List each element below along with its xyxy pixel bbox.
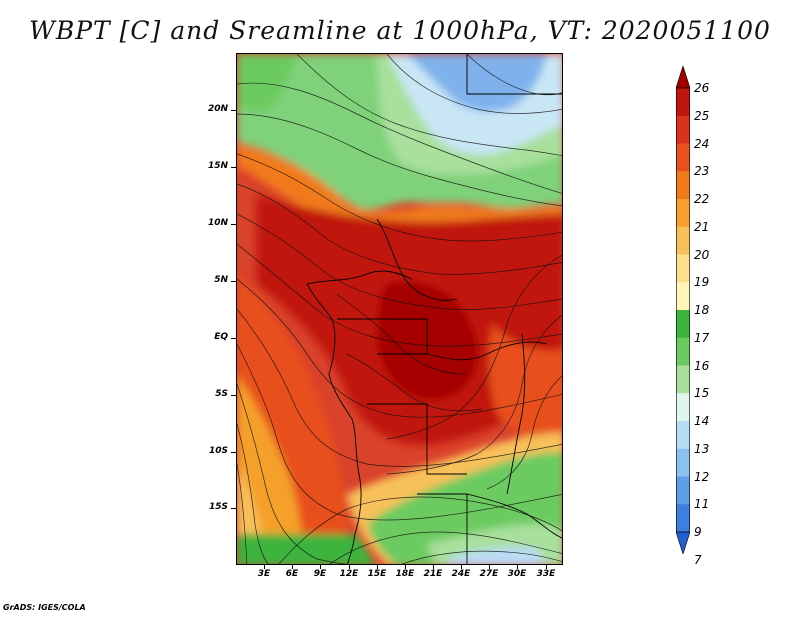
border-north — [466, 54, 562, 95]
lon-tick — [489, 565, 490, 569]
lon-label-24e: 24E — [451, 569, 471, 579]
zone-orange-east — [488, 324, 562, 454]
lon-tick — [349, 565, 350, 569]
colorbar — [676, 66, 690, 554]
lat-label-5s: 5S — [215, 389, 228, 399]
colorbar-swatch — [676, 282, 690, 311]
map-panel — [236, 53, 563, 565]
colorbar-label: 21 — [694, 219, 710, 234]
colorbar-label: 23 — [694, 164, 710, 179]
lat-label-5n: 5N — [214, 275, 228, 285]
colorbar-label: 20 — [694, 247, 710, 262]
colorbar-swatch — [676, 310, 690, 339]
zone-paleblue-south — [447, 547, 546, 564]
colorbar-label: 14 — [694, 414, 710, 428]
colorbar-swatch — [676, 226, 690, 255]
coastlines-borders — [306, 54, 562, 564]
lon-label-33e: 33E — [536, 569, 556, 579]
lake-chain — [506, 333, 526, 495]
lat-tick — [231, 338, 236, 339]
colorbar-swatch — [676, 143, 690, 172]
lat-label-15s: 15S — [208, 502, 228, 512]
colorbar-label: 11 — [694, 497, 710, 512]
chart-title: WBPT [C] and Sreamline at 1000hPa, VT: 2… — [29, 16, 771, 45]
colorbar-label: 16 — [694, 358, 710, 373]
colorbar-swatch — [676, 115, 690, 144]
gulf-of-guinea-coast — [306, 270, 413, 285]
lat-tick — [231, 281, 236, 282]
border-east — [426, 341, 548, 361]
colorbar-swatch — [676, 504, 690, 533]
lon-tick — [546, 565, 547, 569]
lat-tick — [231, 508, 236, 509]
colorbar-swatch — [676, 476, 690, 505]
lon-tick — [320, 565, 321, 569]
colorbar-swatch — [676, 254, 690, 283]
colorbar-swatch — [676, 421, 690, 450]
lon-tick — [264, 565, 265, 569]
colorbar-label: 18 — [694, 303, 710, 317]
border-central — [376, 218, 458, 301]
wbpt-field-map — [237, 54, 562, 564]
lon-label-27e: 27E — [479, 569, 499, 579]
west-coastline — [306, 283, 362, 564]
colorbar-frame — [676, 87, 690, 533]
border-angola — [367, 403, 467, 475]
colorbar-label: 26 — [694, 81, 710, 95]
grads-credit: GrADS: IGES/COLA — [3, 603, 86, 612]
lon-label-3e: 3E — [257, 569, 271, 579]
lon-label-12e: 12E — [339, 569, 359, 579]
lat-tick — [231, 395, 236, 396]
lon-tick — [292, 565, 293, 569]
colorbar-swatch — [676, 171, 690, 200]
colorbar-swatch — [676, 337, 690, 366]
lat-label-15n: 15N — [207, 161, 228, 171]
lon-tick — [405, 565, 406, 569]
lat-label-10n: 10N — [207, 218, 228, 228]
zone-blue-north — [407, 54, 547, 112]
colorbar-swatch — [676, 393, 690, 422]
colorbar-swatch — [676, 88, 690, 117]
lat-label-eq: EQ — [214, 332, 228, 342]
colorbar-label: 19 — [694, 275, 710, 290]
wbpt-shading — [237, 54, 562, 564]
lon-tick — [517, 565, 518, 569]
colorbar-swatches — [676, 66, 690, 554]
lon-label-30e: 30E — [507, 569, 527, 579]
border-southeast — [466, 493, 562, 539]
colorbar-label: 22 — [694, 192, 710, 206]
lon-label-9e: 9E — [313, 569, 327, 579]
colorbar-top-triangle — [676, 66, 690, 89]
colorbar-swatch — [676, 199, 690, 228]
lon-tick — [433, 565, 434, 569]
colorbar-label: 13 — [694, 441, 710, 456]
colorbar-label: 25 — [694, 108, 710, 123]
lat-tick — [231, 224, 236, 225]
lon-label-21e: 21E — [423, 569, 443, 579]
lat-label-10s: 10S — [208, 446, 228, 456]
lon-tick — [377, 565, 378, 569]
lat-tick — [231, 110, 236, 111]
colorbar-label: 17 — [694, 330, 710, 345]
lon-label-6e: 6E — [285, 569, 299, 579]
lat-label-20n: 20N — [207, 104, 228, 114]
colorbar-swatch — [676, 365, 690, 394]
lon-label-18e: 18E — [395, 569, 415, 579]
colorbar-label: 24 — [694, 136, 710, 151]
colorbar-label: 9 — [694, 525, 702, 539]
lat-tick — [231, 167, 236, 168]
colorbar-label: 7 — [694, 552, 702, 567]
zone-green-nw — [237, 54, 297, 112]
lon-label-15e: 15E — [367, 569, 387, 579]
colorbar-label: 15 — [694, 386, 710, 401]
lat-tick — [231, 452, 236, 453]
colorbar-label: 12 — [694, 469, 710, 484]
colorbar-swatch — [676, 448, 690, 477]
lon-tick — [461, 565, 462, 569]
colorbar-bottom-triangle — [676, 531, 690, 554]
streamlines — [237, 54, 562, 564]
border-congo — [337, 318, 428, 355]
